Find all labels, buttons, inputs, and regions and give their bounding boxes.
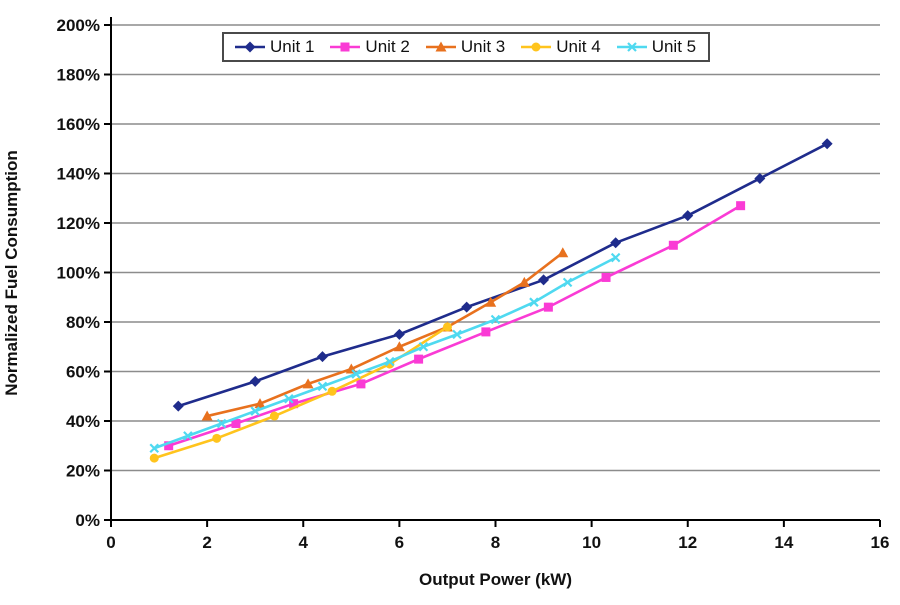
y-tick-label: 180% bbox=[57, 66, 100, 85]
legend-marker-icon bbox=[330, 42, 361, 52]
x-tick-label: 14 bbox=[774, 533, 793, 552]
x-tick-label: 4 bbox=[299, 533, 309, 552]
series-unit-1 bbox=[172, 138, 833, 412]
x-tick-label: 6 bbox=[395, 533, 404, 552]
legend-item-unit-3: Unit 3 bbox=[425, 37, 505, 57]
x-tick-label: 2 bbox=[202, 533, 211, 552]
y-tick-label: 20% bbox=[66, 462, 100, 481]
y-tick-label: 160% bbox=[57, 115, 100, 134]
series-unit-5 bbox=[149, 252, 621, 454]
legend-marker-icon bbox=[425, 41, 456, 52]
legend-marker-icon bbox=[521, 42, 552, 52]
x-axis-title: Output Power (kW) bbox=[419, 570, 572, 589]
legend: Unit 1 Unit 2 Unit 3 Unit 4 Unit 5 bbox=[222, 32, 711, 62]
y-tick-label: 100% bbox=[57, 264, 100, 283]
y-axis-title: Normalized Fuel Consumption bbox=[2, 150, 21, 396]
y-tick-label: 40% bbox=[66, 412, 100, 431]
y-tick-label: 0% bbox=[75, 511, 100, 530]
x-tick-label: 16 bbox=[871, 533, 890, 552]
legend-marker-icon bbox=[616, 42, 647, 52]
x-tick-label: 0 bbox=[106, 533, 115, 552]
legend-label: Unit 1 bbox=[270, 37, 315, 56]
y-tick-label: 120% bbox=[57, 214, 100, 233]
x-tick-label: 8 bbox=[491, 533, 500, 552]
x-tick-label: 10 bbox=[582, 533, 601, 552]
legend-label: Unit 2 bbox=[365, 37, 410, 56]
y-tick-label: 140% bbox=[57, 165, 100, 184]
x-tick-label: 12 bbox=[678, 533, 697, 552]
legend-label: Unit 5 bbox=[651, 37, 697, 56]
legend-item-unit-5: Unit 5 bbox=[616, 37, 696, 57]
y-tick-label: 200% bbox=[57, 16, 100, 35]
legend-item-unit-4: Unit 4 bbox=[520, 37, 601, 57]
y-tick-label: 60% bbox=[66, 363, 100, 382]
legend-item-unit-2: Unit 2 bbox=[329, 37, 410, 57]
legend-item-unit-1: Unit 1 bbox=[234, 37, 314, 57]
legend-label: Unit 4 bbox=[556, 37, 601, 56]
y-tick-label: 80% bbox=[66, 313, 100, 332]
legend-label: Unit 3 bbox=[460, 37, 506, 56]
series-unit-2 bbox=[164, 201, 746, 451]
legend-marker-icon bbox=[235, 41, 265, 53]
